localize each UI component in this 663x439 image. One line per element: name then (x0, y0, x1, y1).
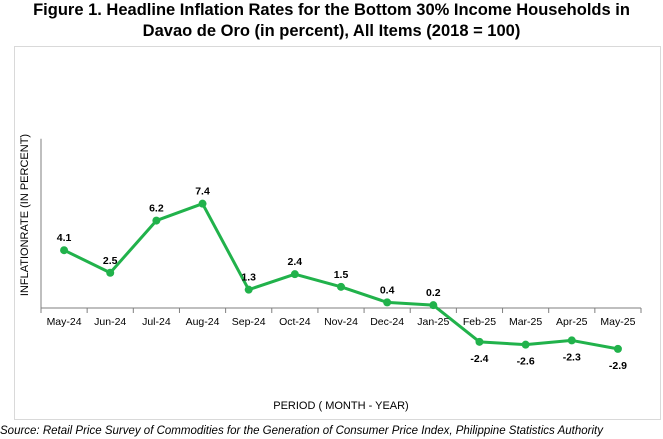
data-label: 4.1 (57, 232, 72, 244)
source-note: Source: Retail Price Survey of Commoditi… (0, 425, 603, 437)
data-label: -2.3 (563, 351, 581, 363)
data-label: 0.2 (426, 287, 441, 299)
x-tick-label: Mar-25 (509, 316, 542, 328)
x-tick-label: Jun-24 (94, 316, 126, 328)
chart-title-line-1: Figure 1. Headline Inflation Rates for t… (33, 1, 630, 19)
data-label: 1.3 (241, 272, 256, 284)
data-point (429, 301, 438, 310)
data-point (383, 298, 392, 307)
data-label: 6.2 (149, 203, 164, 215)
data-point (198, 199, 207, 208)
data-label: 2.4 (288, 256, 303, 268)
x-axis-title: PERIOD ( MONTH - YEAR) (273, 400, 408, 412)
x-tick-label: Jan-25 (417, 316, 449, 328)
x-tick-label: Oct-24 (279, 316, 311, 328)
data-point (337, 282, 345, 291)
y-axis-title: INFLATIONRATE (IN PERCENT) (19, 134, 31, 296)
data-point (60, 246, 69, 255)
data-point (475, 337, 484, 346)
data-label: 7.4 (195, 186, 210, 198)
data-point (152, 216, 161, 225)
data-point (521, 340, 530, 349)
data-label: -2.4 (470, 353, 488, 365)
data-label: -2.6 (517, 356, 535, 368)
x-tick-label: Feb-25 (463, 316, 496, 328)
x-tick-label: Nov-24 (324, 316, 358, 328)
data-point (613, 344, 622, 353)
data-point (244, 285, 253, 294)
chart-title-line-2: Davao de Oro (in percent), All Items (20… (142, 22, 521, 40)
x-tick-label: Apr-25 (556, 316, 588, 328)
data-point (106, 268, 115, 277)
data-label: 2.5 (103, 255, 118, 267)
x-tick-label: May-25 (600, 316, 635, 328)
data-label: 0.4 (380, 284, 395, 296)
x-tick-label: May-24 (47, 316, 82, 328)
x-tick-label: Dec-24 (370, 316, 404, 328)
data-point (567, 336, 576, 345)
data-point (290, 270, 299, 279)
x-tick-label: Jul-24 (142, 316, 171, 328)
data-label: -2.9 (609, 360, 627, 372)
x-tick-label: Aug-24 (186, 316, 220, 328)
chart-frame: 4.1 2.5 6.2 7.4 1.3 2.4 1.5 0.4 0.2 -2.4 -2.6 -2.3 -… (14, 46, 661, 420)
chart-title: Figure 1. Headline Inflation Rates for t… (0, 0, 663, 42)
line-chart: 4.1 2.5 6.2 7.4 1.3 2.4 1.5 0.4 0.2 -2.4 -2.6 -2.3 -… (19, 134, 642, 412)
data-label: 1.5 (334, 269, 349, 281)
x-tick-label: Sep-24 (232, 316, 266, 328)
